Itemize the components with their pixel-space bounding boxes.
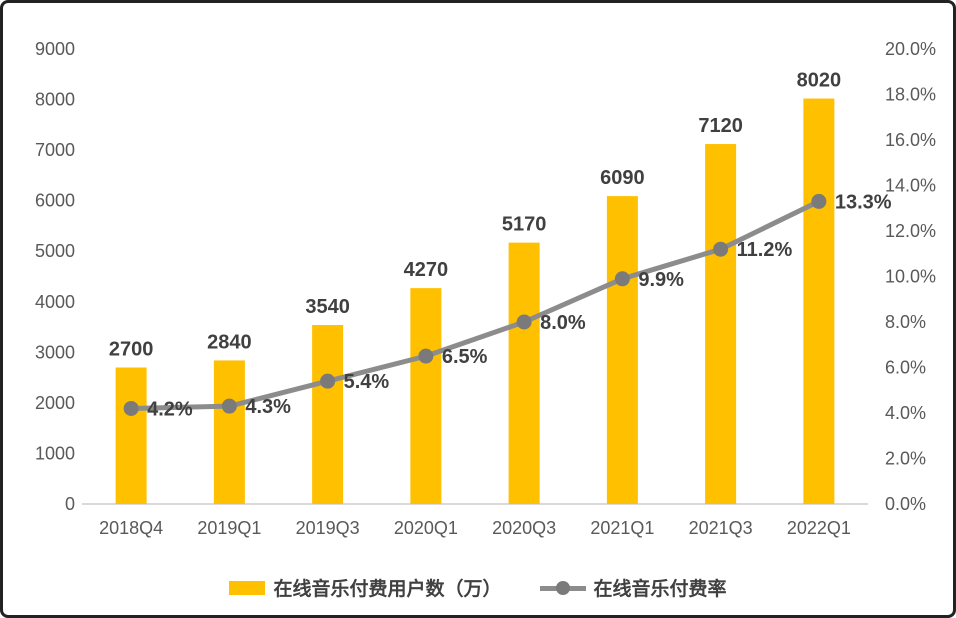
line-marker [811,193,827,209]
left-axis-tick-label: 2000 [35,393,75,413]
line-series-path [128,198,822,411]
line-marker [713,241,729,257]
line-data-label: 4.3% [245,396,291,418]
line-marker [123,400,139,416]
bar-data-label: 8020 [797,70,842,92]
line-marker [418,348,434,364]
right-axis-tick-label: 16.0% [885,130,936,150]
bar [508,242,540,504]
bar-data-label: 2700 [109,339,154,361]
line-data-label: 9.9% [638,269,684,291]
left-axis-tick-label: 8000 [35,90,75,110]
bar [705,144,737,505]
right-axis-tick-label: 4.0% [885,403,926,423]
right-axis-tick-label: 10.0% [885,267,936,287]
x-axis-category-label: 2018Q4 [99,518,163,538]
bar-series-legend-label: 在线音乐付费用户数（万） [273,579,502,600]
bar-data-label: 4270 [404,259,449,281]
bar-data-label: 6090 [600,167,645,189]
x-axis-category-label: 2021Q1 [590,518,654,538]
line-data-label: 6.5% [442,346,488,368]
line-data-label: 13.3% [835,191,892,213]
bar-data-label: 3540 [305,296,350,318]
line-data-label: 8.0% [540,312,586,334]
line-marker [614,271,630,287]
combo-chart: 0 1000 2000 3000 4000 5000 6000 7000 8000 9000 0.0… [35,39,936,538]
right-axis-tick-label: 8.0% [885,312,926,332]
bar [312,325,344,504]
left-axis-tick-label: 6000 [35,191,75,211]
right-axis-tick-label: 14.0% [885,176,936,196]
left-axis-tick-label: 0 [65,494,75,514]
x-axis-category-label: 2020Q1 [394,518,458,538]
bar [115,367,147,504]
x-axis-category-label: 2022Q1 [787,518,851,538]
x-axis-category-label: 2020Q3 [492,518,556,538]
chart-legend: 在线音乐付费用户数（万） 在线音乐付费率 [3,574,953,601]
bar [803,98,835,505]
bar-data-label: 2840 [207,331,252,353]
line-marker [221,398,237,414]
left-axis-tick-label: 7000 [35,140,75,160]
bar [606,196,638,504]
line-series-swatch-icon [539,580,586,596]
right-axis-tick-label: 6.0% [885,358,926,378]
line-marker [516,314,532,330]
bar-data-label: 7120 [698,115,743,137]
left-axis-tick-label: 3000 [35,342,75,362]
right-axis-tick-label: 2.0% [885,449,926,469]
left-axis-tick-label: 9000 [35,39,75,59]
line-data-label: 4.2% [147,398,193,420]
right-axis-tick-label: 18.0% [885,85,936,105]
right-axis-tick-label: 12.0% [885,221,936,241]
line-series-legend-label: 在线音乐付费率 [593,579,727,600]
legend-item-line-series: 在线音乐付费率 [539,574,727,601]
x-axis-category-label: 2019Q3 [296,518,360,538]
line-marker [320,373,336,389]
right-axis-tick-label: 20.0% [885,39,936,59]
left-axis-tick-label: 5000 [35,241,75,261]
x-axis-category-label: 2019Q1 [197,518,261,538]
left-axis-tick-label: 4000 [35,292,75,312]
bar [410,288,442,504]
line-dot-icon [555,580,570,595]
bar [213,360,245,504]
bar-data-label: 5170 [502,214,547,236]
right-axis-tick-label: 0.0% [885,494,926,514]
line-data-label: 5.4% [344,371,390,393]
x-axis-category-label: 2021Q3 [689,518,753,538]
left-axis-tick-label: 1000 [35,443,75,463]
bar-series-swatch-icon [229,580,266,595]
legend-item-bar-series: 在线音乐付费用户数（万） [229,574,502,601]
line-data-label: 11.2% [737,239,793,261]
